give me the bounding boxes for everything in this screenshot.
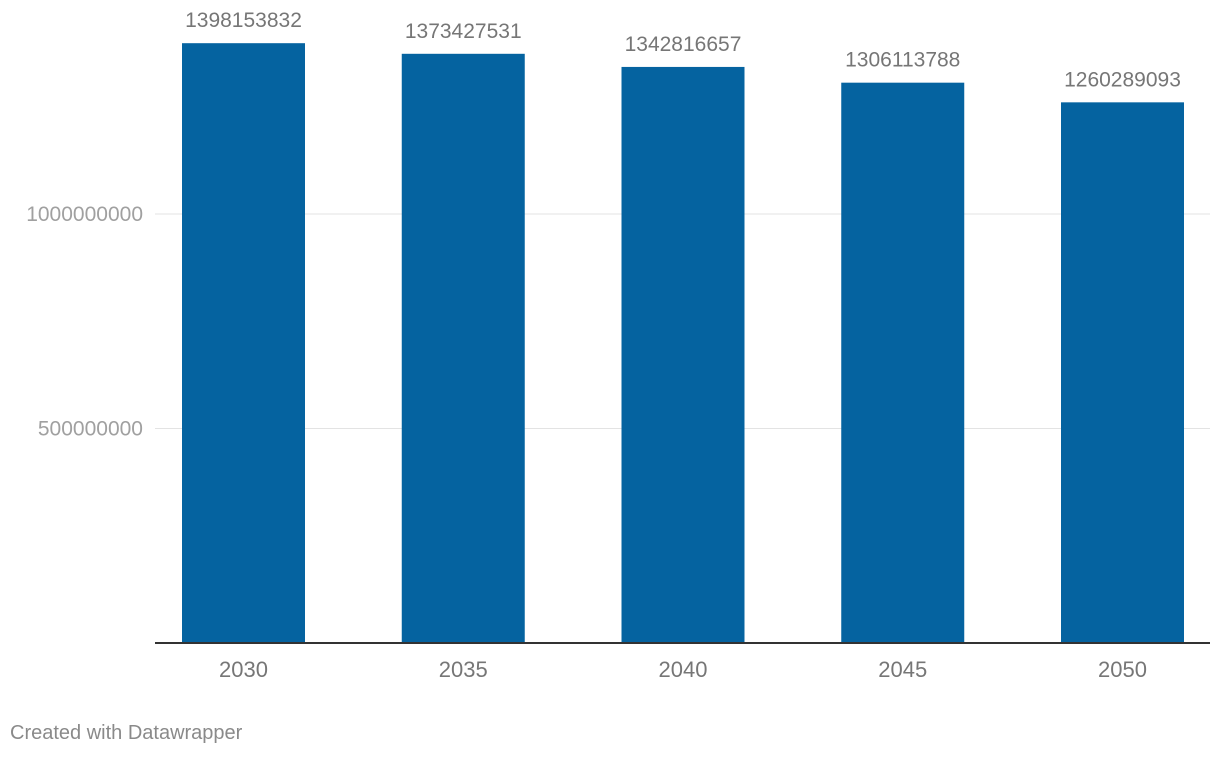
value-labels: 1398153832 1373427531 1342816657 1306113788…: [185, 9, 1181, 91]
x-tick-label: 2035: [439, 657, 488, 682]
bar-value-label: 1398153832: [185, 9, 302, 32]
bar: [1061, 102, 1184, 643]
bar: [621, 66, 745, 644]
x-axis-tick-labels: 2030 2035 2040 2045 2050: [219, 657, 1147, 682]
x-tick-label: 2050: [1098, 657, 1147, 682]
x-tick-label: 2030: [219, 657, 268, 682]
y-axis-tick-labels: 500000000 1000000000: [26, 203, 143, 441]
credit-text: Created with Datawrapper: [10, 722, 243, 744]
y-tick-label: 1000000000: [26, 203, 143, 226]
x-tick-label: 2040: [659, 657, 708, 682]
bars: [182, 43, 1184, 644]
x-tick-label: 2045: [878, 657, 927, 682]
bar: [841, 82, 965, 643]
bar-value-label: 1306113788: [845, 49, 960, 72]
bar: [182, 43, 305, 643]
bar-chart: 500000000 1000000000 1398153832 1373427531…: [26, 9, 1210, 682]
bar-value-label: 1342816657: [625, 33, 742, 56]
y-tick-label: 500000000: [38, 418, 143, 441]
bar-value-label: 1373427531: [405, 20, 522, 43]
bar: [401, 53, 525, 644]
bar-value-label: 1260289093: [1064, 68, 1181, 91]
